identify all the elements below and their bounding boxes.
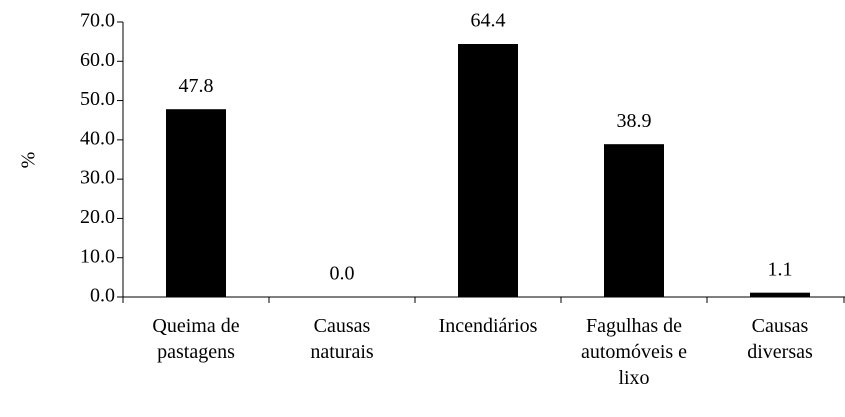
x-tick-label: Incendiários [438, 315, 538, 337]
value-label: 64.4 [471, 10, 506, 32]
bar [458, 44, 518, 297]
y-tick-label: 50.0 [80, 88, 115, 110]
y-tick-label: 60.0 [80, 49, 115, 71]
value-label: 47.8 [179, 75, 214, 97]
y-tick-label: 10.0 [80, 245, 115, 267]
value-label: 38.9 [617, 110, 652, 132]
y-tick-label: 40.0 [80, 127, 115, 149]
value-label: 1.1 [768, 258, 793, 280]
value-label: 0.0 [330, 263, 355, 285]
y-tick-label: 30.0 [80, 167, 115, 189]
y-tick-label: 20.0 [80, 206, 115, 228]
y-tick-label: 70.0 [80, 10, 115, 32]
y-tick-label: 0.0 [90, 285, 115, 307]
x-tick-label: Causas diversas [747, 315, 813, 363]
bar [166, 109, 226, 297]
bar [750, 292, 810, 297]
x-tick-label: Causas naturais [310, 315, 374, 363]
y-axis-label: % [18, 152, 40, 169]
x-tick-label: Fagulhas de automóveis e lixo [580, 315, 688, 389]
bar [604, 144, 664, 297]
x-tick-label: Queima de pastagens [152, 315, 240, 363]
